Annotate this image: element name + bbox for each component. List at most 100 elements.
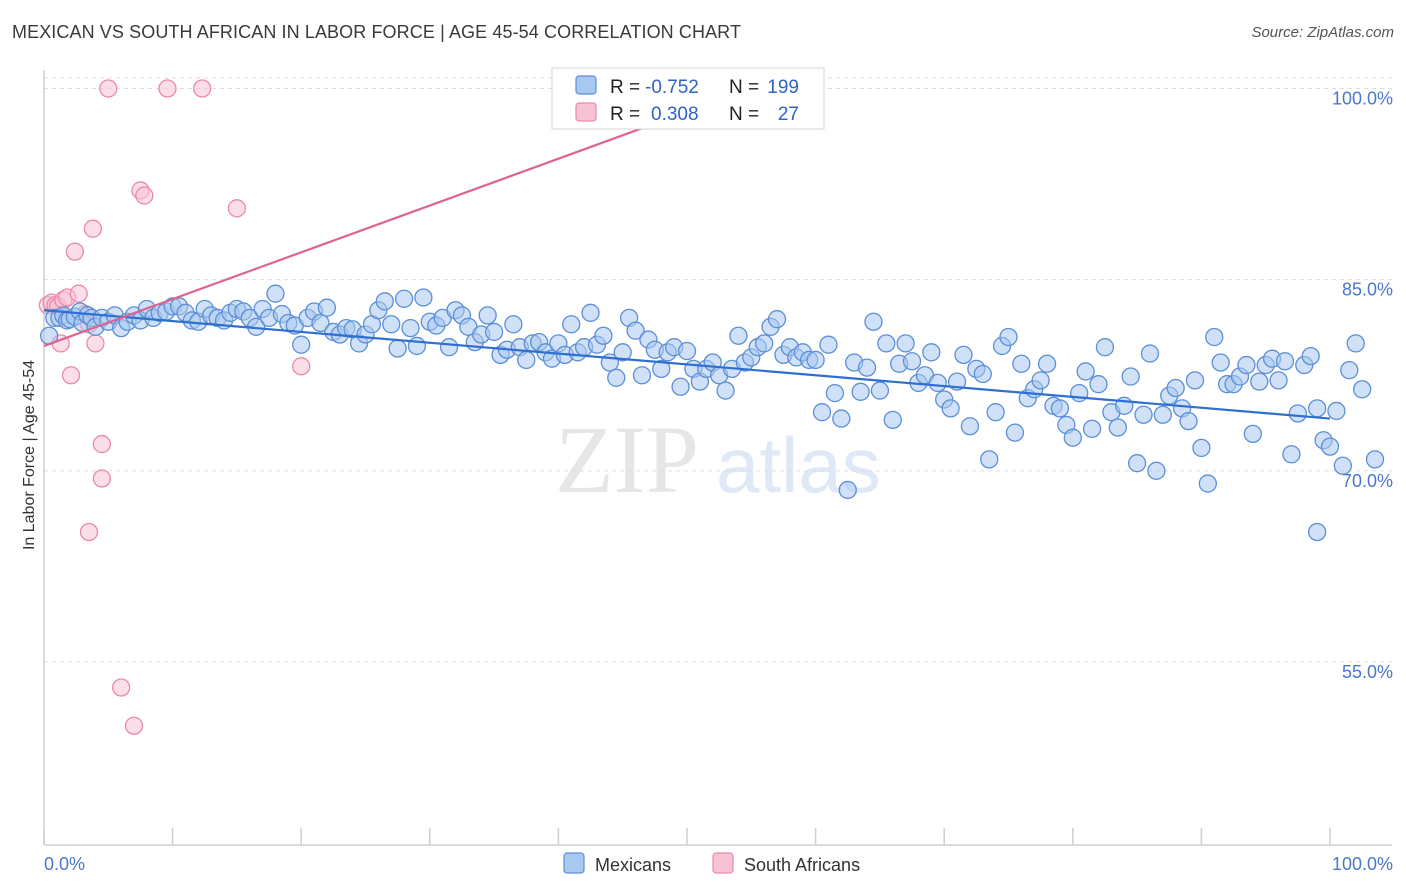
data-point bbox=[317, 298, 337, 317]
data-point bbox=[928, 373, 947, 393]
data-point bbox=[812, 403, 832, 422]
data-point bbox=[394, 289, 414, 308]
data-point bbox=[613, 343, 632, 362]
legend-label-south-africans: South Africans bbox=[744, 855, 860, 875]
data-point bbox=[484, 322, 504, 342]
data-point bbox=[1082, 419, 1102, 438]
data-point bbox=[864, 312, 883, 331]
data-point bbox=[677, 341, 697, 361]
data-point bbox=[819, 335, 838, 354]
mexicans-trend-line bbox=[43, 309, 1331, 420]
data-point bbox=[1288, 404, 1307, 423]
mexicans-points bbox=[39, 284, 1385, 542]
data-point bbox=[877, 334, 896, 353]
data-point bbox=[86, 334, 105, 353]
y-tick-label: 100.0% bbox=[1332, 89, 1393, 109]
data-point bbox=[292, 357, 311, 376]
data-point bbox=[1185, 371, 1205, 390]
data-point bbox=[1340, 361, 1359, 380]
data-point bbox=[1166, 378, 1185, 398]
x-tick-label-min: 0.0% bbox=[44, 854, 85, 874]
data-point bbox=[1327, 401, 1346, 421]
data-point bbox=[1243, 424, 1262, 444]
data-point bbox=[401, 318, 420, 338]
series-legend: Mexicans South Africans bbox=[563, 852, 860, 875]
watermark-atlas: atlas bbox=[716, 421, 881, 509]
data-point bbox=[382, 315, 401, 334]
data-point bbox=[1050, 399, 1070, 418]
stats-legend-r-label-mexicans: R = bbox=[610, 77, 640, 98]
y-tick-label: 55.0% bbox=[1342, 662, 1393, 682]
data-point bbox=[1134, 405, 1153, 424]
data-point bbox=[1365, 450, 1385, 469]
data-point bbox=[1179, 411, 1198, 431]
data-point bbox=[922, 343, 941, 362]
data-point bbox=[83, 219, 103, 238]
data-point bbox=[594, 326, 613, 345]
south-africans-trend-line bbox=[43, 87, 752, 347]
data-point bbox=[1031, 371, 1050, 390]
stats-legend-n-value-south-africans: 27 bbox=[778, 104, 799, 125]
data-point bbox=[973, 364, 992, 384]
data-point bbox=[767, 310, 787, 329]
x-tick-label-max: 100.0% bbox=[1332, 854, 1393, 874]
data-point bbox=[1205, 327, 1224, 347]
data-point bbox=[1282, 445, 1301, 464]
y-tick-label: 85.0% bbox=[1342, 280, 1393, 300]
data-point bbox=[135, 186, 154, 205]
data-point bbox=[755, 334, 774, 353]
data-point bbox=[1237, 355, 1256, 375]
stats-legend-n-label-south-africans: N = bbox=[729, 104, 759, 125]
data-point bbox=[1063, 428, 1082, 447]
data-point bbox=[266, 284, 285, 303]
data-point bbox=[941, 399, 960, 418]
data-point bbox=[1012, 354, 1031, 373]
data-point bbox=[1037, 354, 1057, 373]
data-point bbox=[1108, 418, 1127, 437]
x-axis-ticks bbox=[43, 828, 1331, 845]
data-point bbox=[1076, 362, 1095, 381]
stats-legend-r-value-mexicans: -0.752 bbox=[645, 77, 699, 98]
data-point bbox=[414, 288, 433, 307]
data-point bbox=[61, 366, 81, 385]
data-point bbox=[92, 469, 112, 488]
data-point bbox=[716, 381, 735, 400]
stats-legend-r-label-south-africans: R = bbox=[610, 104, 640, 125]
data-point bbox=[607, 368, 626, 387]
data-point bbox=[857, 358, 877, 377]
data-point bbox=[999, 327, 1018, 347]
data-point bbox=[1140, 344, 1160, 363]
data-point bbox=[375, 292, 394, 311]
data-point bbox=[1346, 334, 1365, 353]
data-point bbox=[825, 383, 845, 403]
data-point bbox=[960, 417, 980, 436]
data-point bbox=[632, 366, 652, 385]
data-point bbox=[227, 199, 247, 218]
data-point bbox=[1192, 438, 1211, 458]
south-africans-points bbox=[38, 79, 761, 735]
data-point bbox=[883, 410, 902, 430]
data-point bbox=[1275, 352, 1295, 371]
data-point bbox=[478, 306, 497, 325]
data-point bbox=[69, 284, 88, 303]
data-point bbox=[92, 434, 112, 454]
data-point bbox=[1127, 454, 1147, 473]
data-point bbox=[1005, 423, 1025, 442]
data-point bbox=[1269, 371, 1288, 390]
data-point bbox=[581, 303, 600, 322]
chart-title: MEXICAN VS SOUTH AFRICAN IN LABOR FORCE … bbox=[12, 22, 742, 42]
data-point bbox=[388, 339, 407, 358]
data-point bbox=[112, 678, 131, 697]
data-point bbox=[311, 313, 330, 333]
data-point bbox=[292, 335, 311, 354]
data-point bbox=[1307, 522, 1327, 542]
data-point bbox=[1333, 456, 1353, 475]
data-point bbox=[1147, 461, 1166, 480]
data-point bbox=[1250, 372, 1269, 391]
data-point bbox=[124, 716, 144, 735]
data-point bbox=[65, 242, 85, 261]
data-point bbox=[1095, 338, 1115, 357]
legend-swatch-south-africans bbox=[712, 852, 734, 874]
data-point bbox=[504, 315, 523, 334]
